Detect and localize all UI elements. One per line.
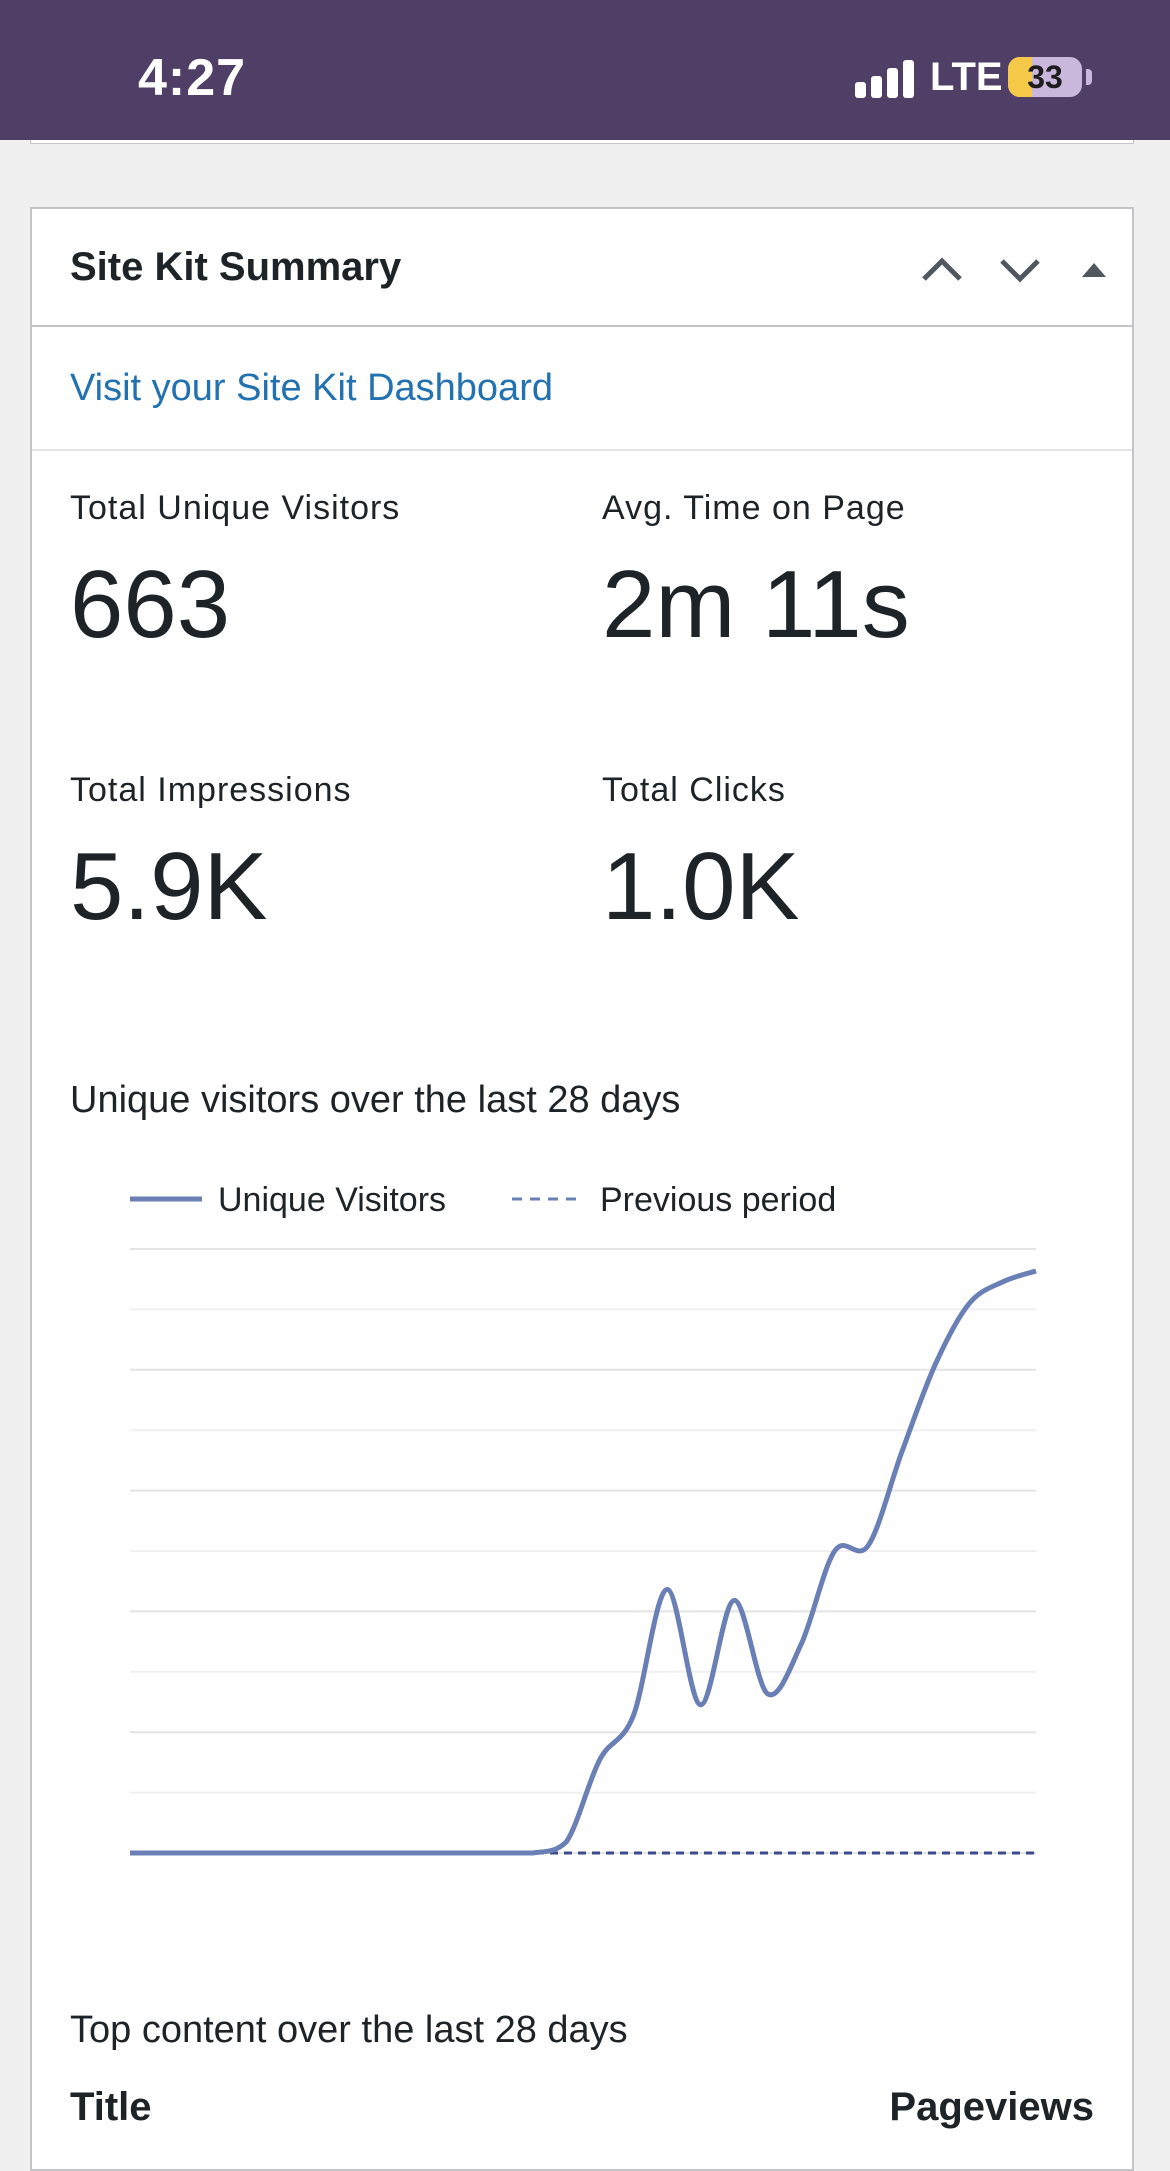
move-up-button[interactable] bbox=[912, 239, 972, 299]
x-tick-label: Dec 23 bbox=[455, 1876, 544, 1879]
series-line-unique-visitors bbox=[129, 1268, 1037, 1856]
legend-label-unique-visitors: Unique Visitors bbox=[218, 1181, 446, 1219]
column-header-title: Title bbox=[70, 2085, 152, 2129]
metric-total-clicks: Total Clicks 1.0K bbox=[602, 771, 799, 942]
network-type: LTE bbox=[930, 55, 1003, 99]
legend-label-previous-period: Previous period bbox=[600, 1181, 836, 1219]
metric-label: Total Clicks bbox=[602, 771, 786, 809]
column-header-pageviews: Pageviews bbox=[889, 2085, 1094, 2129]
previous-card-edge bbox=[30, 140, 1134, 144]
move-down-button[interactable] bbox=[990, 239, 1050, 299]
x-tick-label: Jan 2 bbox=[800, 1876, 869, 1879]
chevron-up-icon bbox=[922, 257, 962, 281]
triangle-up-icon bbox=[1082, 263, 1106, 277]
metric-unique-visitors: Total Unique Visitors 663 bbox=[70, 489, 400, 660]
metric-label: Avg. Time on Page bbox=[602, 489, 906, 527]
status-time: 4:27 bbox=[138, 49, 247, 107]
battery-cap bbox=[1086, 69, 1092, 85]
metric-value: 663 bbox=[70, 551, 231, 658]
widget-title: Site Kit Summary bbox=[70, 245, 402, 289]
status-bar: 4:27 LTE 33 bbox=[0, 0, 1170, 140]
collapse-toggle-button[interactable] bbox=[1064, 239, 1124, 299]
widget-header: Site Kit Summary bbox=[32, 209, 1132, 327]
metric-avg-time-on-page: Avg. Time on Page 2m 11s bbox=[602, 489, 910, 660]
chart-title: Unique visitors over the last 28 days bbox=[70, 1079, 681, 1121]
unique-visitors-chart: Unique Visitors Previous period Dec 13 Dec … bbox=[119, 1181, 1037, 1879]
dashboard-link-row: Visit your Site Kit Dashboard bbox=[32, 327, 1132, 451]
battery-icon: 33 bbox=[1008, 57, 1082, 97]
battery-percent: 33 bbox=[1027, 59, 1063, 95]
top-content-title: Top content over the last 28 days bbox=[70, 2009, 628, 2051]
metric-label: Total Unique Visitors bbox=[70, 489, 401, 527]
metric-value: 5.9K bbox=[70, 833, 268, 940]
metric-label: Total Impressions bbox=[70, 771, 352, 809]
x-tick-label: Dec 13 bbox=[119, 1876, 208, 1879]
site-kit-dashboard-link[interactable]: Visit your Site Kit Dashboard bbox=[70, 367, 553, 409]
metric-value: 1.0K bbox=[602, 833, 800, 940]
cellular-signal-icon bbox=[855, 58, 915, 98]
metric-value: 2m 11s bbox=[602, 551, 910, 658]
metric-total-impressions: Total Impressions 5.9K bbox=[70, 771, 352, 942]
chevron-down-icon bbox=[1000, 259, 1040, 283]
site-kit-summary-widget: Site Kit Summary Visit your Site Kit Das… bbox=[30, 207, 1134, 2171]
